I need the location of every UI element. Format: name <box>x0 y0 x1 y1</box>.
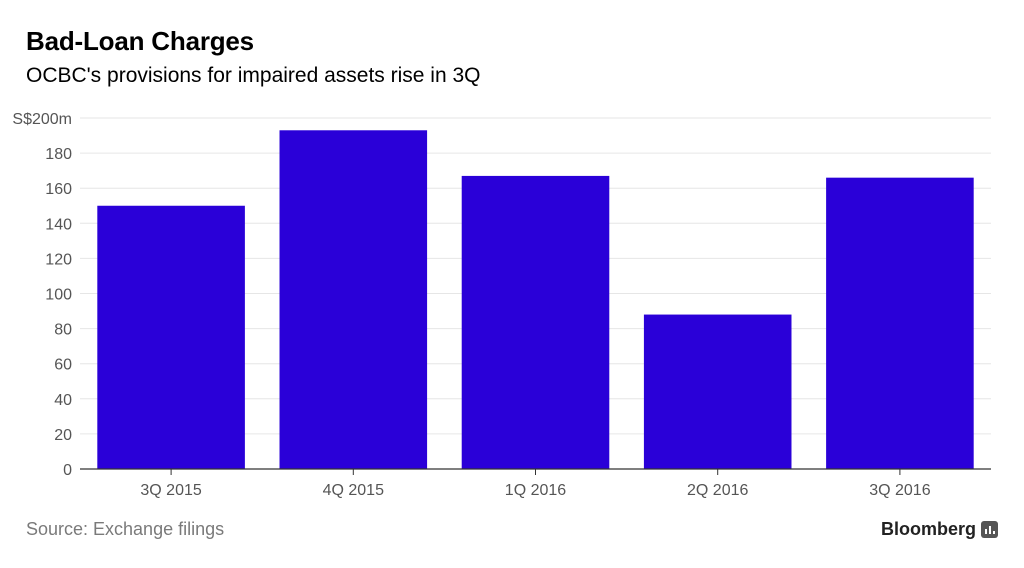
bar <box>643 314 792 469</box>
bar <box>279 130 428 469</box>
bar <box>97 205 245 469</box>
bar <box>826 177 974 470</box>
y-tick-label: 140 <box>45 216 72 233</box>
x-tick-label: 4Q 2015 <box>323 482 384 499</box>
y-tick-label: 160 <box>45 181 72 198</box>
y-tick-label: 180 <box>45 146 72 163</box>
chart-title: Bad-Loan Charges <box>26 26 254 56</box>
bar <box>461 175 610 470</box>
chart-subtitle: OCBC's provisions for impaired assets ri… <box>26 64 481 87</box>
brand-logo: Bloomberg <box>880 519 976 539</box>
y-tick-label: 20 <box>54 427 72 444</box>
x-tick-label: 2Q 2016 <box>687 482 748 499</box>
x-tick-label: 3Q 2016 <box>869 482 930 499</box>
y-tick-label: 100 <box>45 287 72 304</box>
y-tick-label: 80 <box>54 322 72 339</box>
y-tick-label: 60 <box>54 357 72 374</box>
source-note: Source: Exchange filings <box>26 519 225 539</box>
bar-chart-icon <box>981 521 998 538</box>
x-tick-label: 1Q 2016 <box>505 482 566 499</box>
y-tick-label: 0 <box>63 462 72 479</box>
y-tick-label: 120 <box>45 251 72 268</box>
y-tick-label: S$200m <box>12 111 72 128</box>
y-tick-label: 40 <box>54 392 72 409</box>
x-tick-label: 3Q 2015 <box>140 482 201 499</box>
